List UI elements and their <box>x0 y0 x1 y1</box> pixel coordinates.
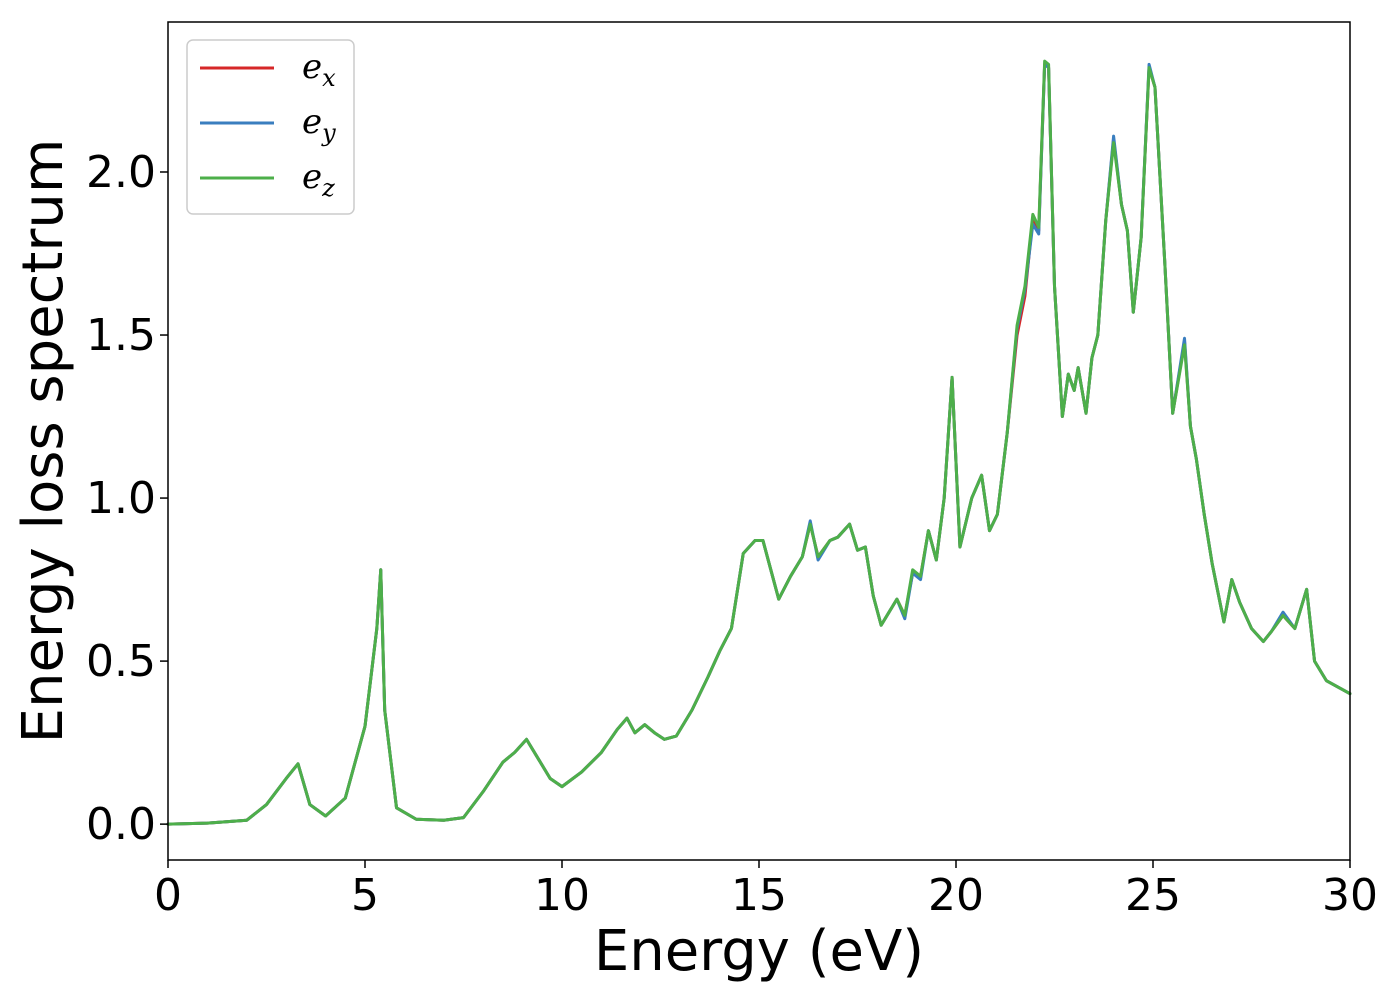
y-tick-label: 1.0 <box>86 473 156 524</box>
legend-label-main: e <box>302 102 322 142</box>
y-axis-ticks: 0.0 0.5 1.0 1.5 2.0 <box>86 147 168 850</box>
legend-label-y: ey <box>302 102 336 147</box>
legend-label-main: e <box>302 47 322 87</box>
x-tick-label: 30 <box>1322 870 1378 921</box>
x-tick-label: 10 <box>534 870 590 921</box>
y-tick-label: 1.5 <box>86 310 156 361</box>
legend-label-x: ex <box>302 47 336 92</box>
x-axis-ticks: 0 5 10 15 20 25 30 <box>154 860 1378 921</box>
x-tick-label: 15 <box>731 870 787 921</box>
x-tick-label: 20 <box>928 870 984 921</box>
y-axis-label: Energy loss spectrum <box>11 139 76 744</box>
legend-label-z: ez <box>302 157 335 202</box>
y-tick-label: 0.0 <box>86 799 156 850</box>
x-tick-label: 0 <box>154 870 182 921</box>
series-layer <box>166 59 1352 826</box>
y-tick-label: 2.0 <box>86 147 156 198</box>
legend-label-subscript: y <box>321 119 336 147</box>
series-line-z <box>166 59 1352 826</box>
x-tick-label: 25 <box>1125 870 1181 921</box>
x-axis-label: Energy (eV) <box>594 919 924 984</box>
legend-box <box>186 39 355 215</box>
y-tick-label: 0.5 <box>86 636 156 687</box>
legend-label-main: e <box>302 157 322 197</box>
legend-label-subscript: z <box>321 174 335 202</box>
x-tick-label: 5 <box>351 870 379 921</box>
legend-label-subscript: x <box>322 64 336 92</box>
